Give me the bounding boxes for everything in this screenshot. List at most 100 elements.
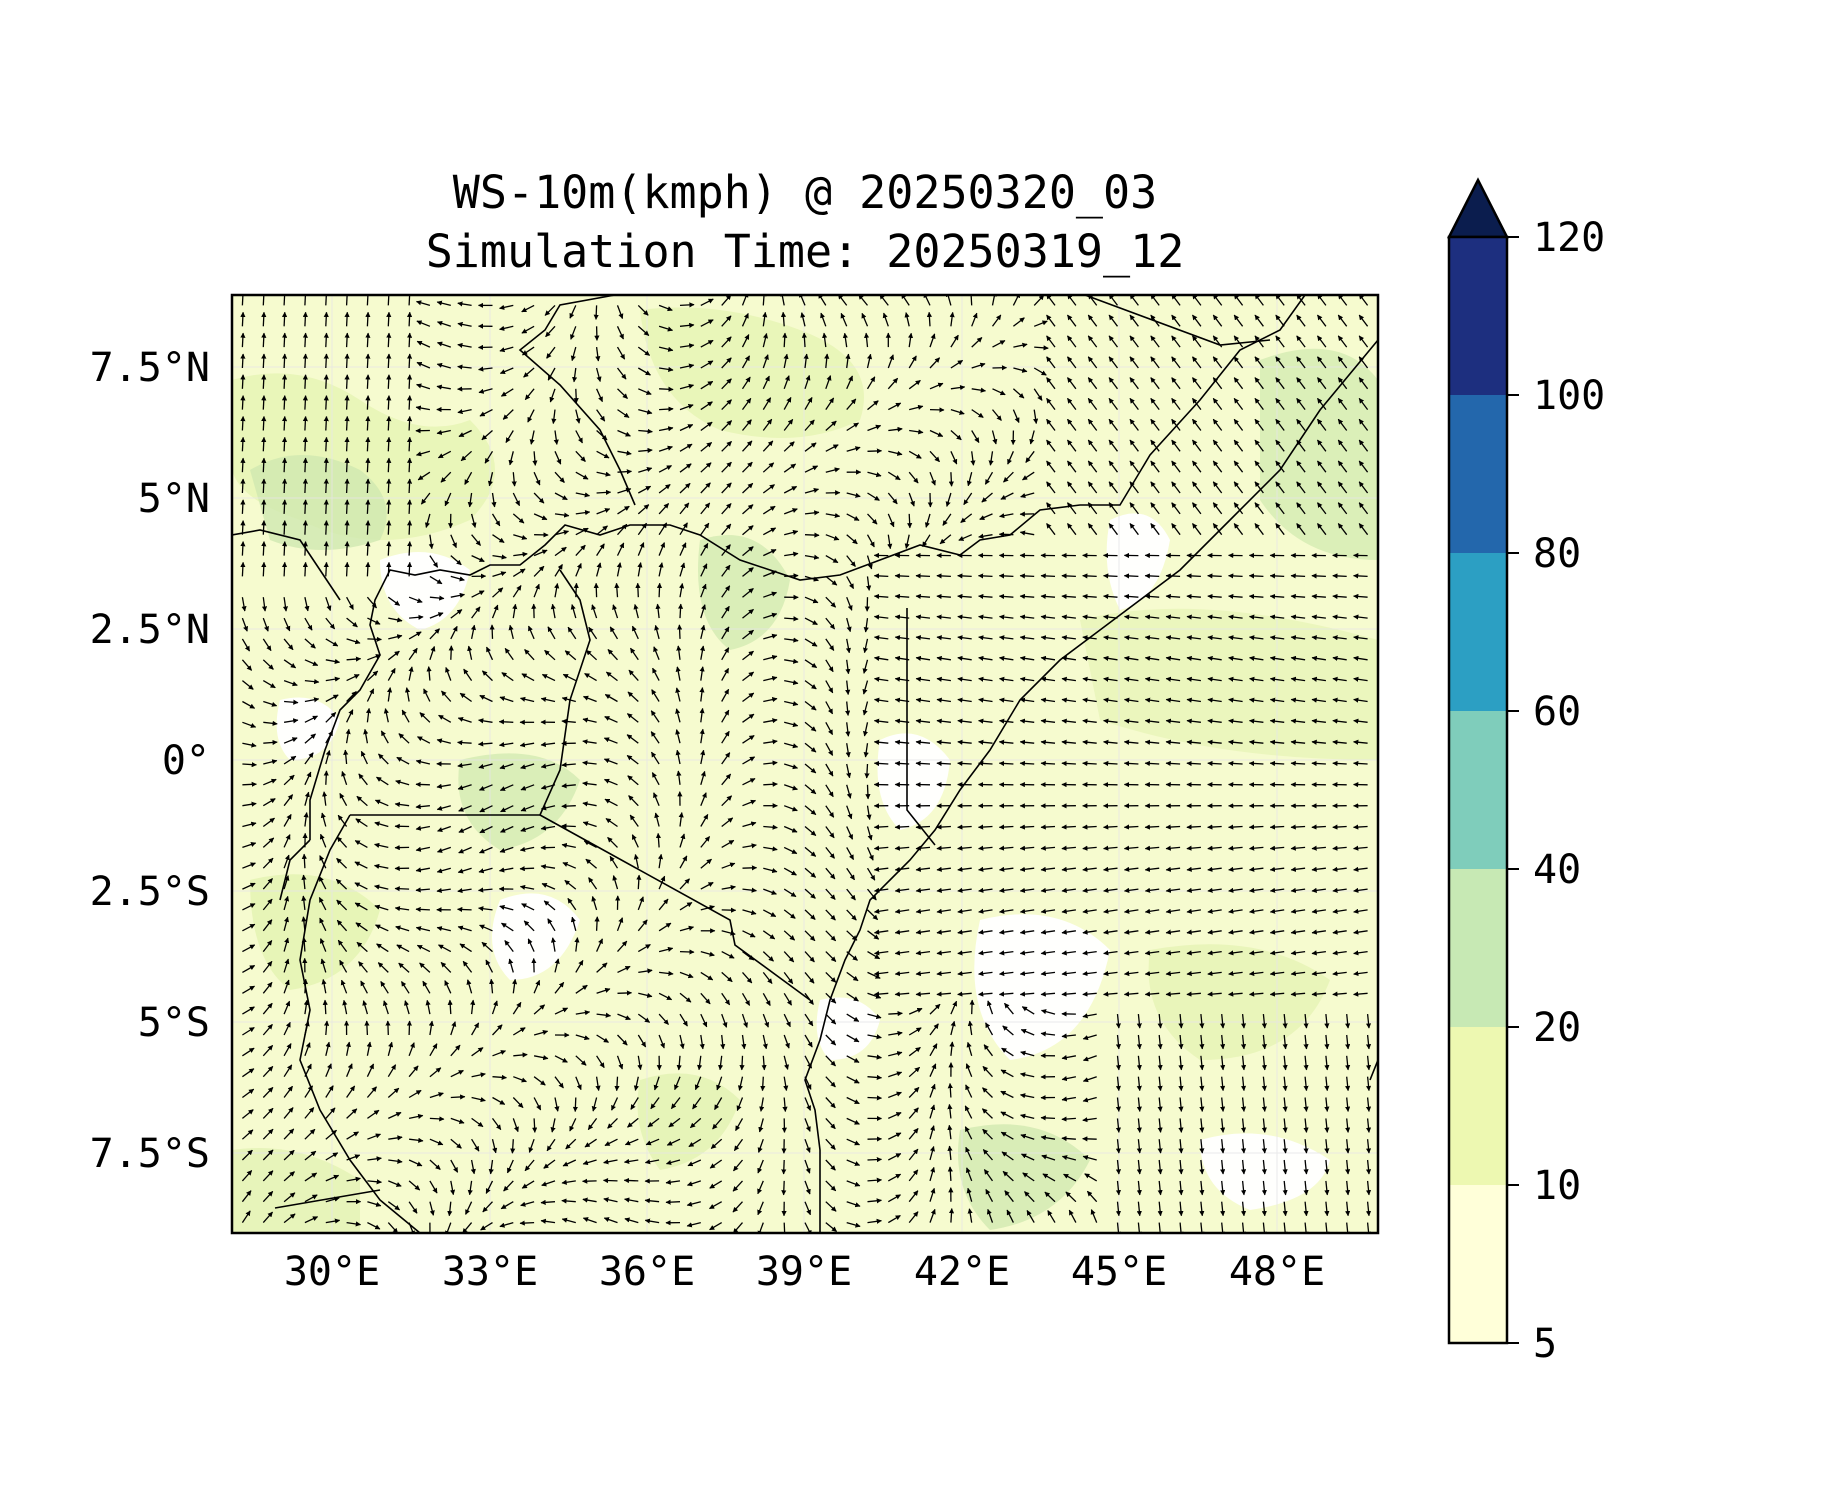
wind-arrow: [904, 534, 910, 549]
wind-arrow: [1061, 824, 1076, 830]
wind-arrow: [406, 1020, 413, 1036]
wind-arrow: [1066, 314, 1077, 327]
wind-arrow: [638, 408, 653, 415]
wind-arrow: [1066, 335, 1077, 348]
wind-arrow: [505, 430, 514, 443]
wind-arrow: [1296, 460, 1306, 473]
wind-arrow: [240, 561, 246, 577]
wind-arrow: [471, 555, 485, 563]
wind-arrow: [659, 386, 674, 392]
wind-arrow: [479, 409, 493, 417]
wind-arrow: [1233, 397, 1244, 410]
wind-arrow: [323, 436, 329, 452]
wind-arrow: [721, 420, 733, 431]
wind-arrow: [861, 312, 869, 327]
wind-arrow: [1275, 502, 1285, 515]
colorbar-label: 80: [1533, 531, 1581, 577]
wind-arrow: [741, 355, 751, 369]
wind-arrow: [907, 513, 913, 529]
wind-arrow: [779, 295, 785, 306]
wind-arrow: [416, 383, 431, 390]
wind-arrow: [957, 824, 972, 830]
wind-arrow: [825, 512, 841, 519]
wind-arrow: [623, 1177, 639, 1184]
wind-arrow: [971, 409, 984, 419]
wind-arrow: [1212, 314, 1223, 327]
wind-arrow: [323, 415, 329, 431]
wind-arrow: [1087, 481, 1098, 494]
wind-arrow: [457, 301, 472, 307]
wind-arrow: [781, 1159, 787, 1175]
wind-arrow: [1066, 356, 1077, 369]
wind-arrow: [721, 336, 732, 348]
wind-arrow: [1171, 460, 1181, 473]
wind-arrow: [1022, 471, 1035, 481]
wind-arrow: [825, 444, 839, 452]
wind-arrow: [1046, 314, 1056, 327]
wind-arrow: [302, 295, 308, 306]
wind-arrow: [491, 513, 501, 527]
wind-arrow: [1358, 397, 1369, 410]
wind-arrow: [323, 520, 329, 535]
wind-arrow: [1150, 397, 1160, 410]
wind-arrow: [554, 471, 565, 483]
wind-arrow: [947, 1166, 953, 1181]
wind-arrow: [969, 999, 975, 1015]
wind-arrow: [478, 388, 493, 394]
wind-arrow: [700, 319, 714, 327]
wind-arrow: [554, 492, 568, 501]
wind-arrow: [448, 645, 454, 660]
wind-arrow: [323, 353, 329, 369]
wind-arrow: [1296, 397, 1306, 410]
wind-arrow: [281, 415, 288, 431]
wind-arrow: [637, 346, 651, 356]
wind-arrow: [261, 374, 267, 389]
wind-arrow: [700, 298, 714, 306]
colorbar-label: 100: [1533, 373, 1605, 419]
wind-arrow: [887, 471, 901, 481]
wind-arrow: [803, 353, 809, 369]
wind-arrow: [721, 523, 732, 536]
wind-arrow: [1228, 760, 1243, 767]
wind-arrow: [481, 430, 493, 441]
wind-arrow: [415, 450, 431, 457]
wind-arrow: [1108, 481, 1119, 494]
wind-arrow: [261, 332, 267, 348]
wind-arrow: [1108, 314, 1119, 327]
wind-arrow: [888, 450, 903, 456]
wind-arrow: [915, 824, 931, 830]
wind-arrow: [1108, 356, 1119, 369]
wind-arrow: [1123, 573, 1139, 579]
wind-arrow: [1191, 418, 1202, 431]
colorbar-ticks: [1507, 236, 1519, 1344]
wind-arrow: [804, 487, 820, 494]
wind-arrow: [867, 424, 882, 432]
wind-arrow: [801, 332, 807, 348]
wind-arrow: [1191, 481, 1202, 494]
wind-arrow: [450, 534, 457, 549]
wind-arrow: [1040, 1115, 1056, 1121]
wind-arrow: [1233, 523, 1244, 536]
map-title: WS-10m(kmph) @ 20250320_03: [453, 166, 1157, 219]
wind-arrow: [783, 463, 797, 473]
wind-arrow: [904, 312, 910, 327]
lat-tick: 5°N: [138, 476, 210, 522]
wind-arrow: [782, 1222, 788, 1233]
colorbar-bin: [1449, 711, 1507, 869]
wind-arrow: [1066, 523, 1077, 536]
wind-arrow: [1108, 335, 1119, 348]
wind-arrow: [365, 561, 371, 577]
wind-arrow: [471, 534, 482, 546]
wind-arrow: [741, 313, 749, 327]
wind-arrow: [617, 429, 631, 437]
wind-arrow: [406, 541, 413, 556]
wind-arrow: [386, 478, 392, 494]
wind-arrow: [240, 374, 246, 389]
wind-arrow: [406, 353, 413, 369]
wind-arrow: [575, 471, 589, 480]
wind-arrow: [281, 520, 288, 535]
wind-arrow: [998, 573, 1014, 579]
wind-arrow: [658, 483, 671, 494]
wind-arrow: [386, 295, 392, 306]
wind-arrow: [595, 367, 602, 383]
